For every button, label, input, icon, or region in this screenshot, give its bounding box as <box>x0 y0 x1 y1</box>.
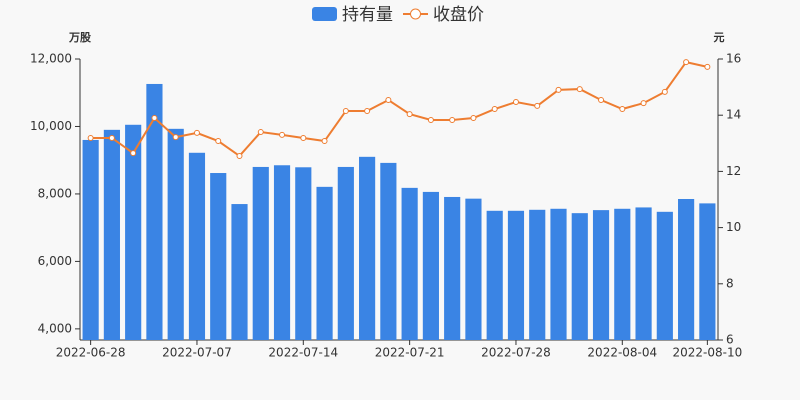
price-point <box>215 138 222 145</box>
x-tick-label: 2022-08-10 <box>672 346 742 360</box>
legend-label: 持有量 <box>342 5 393 25</box>
price-point <box>534 102 541 109</box>
bar <box>529 209 546 340</box>
price-point <box>598 97 605 104</box>
price-point <box>449 116 456 123</box>
bar <box>592 210 610 340</box>
price-point <box>130 150 137 157</box>
price-point <box>470 115 477 122</box>
price-point <box>342 107 349 114</box>
bar <box>231 204 248 340</box>
bar <box>146 83 163 341</box>
price-point <box>300 134 307 141</box>
x-tick-label: 2022-07-21 <box>375 346 445 360</box>
y2-tick-label: 6 <box>726 333 734 347</box>
bar <box>380 162 397 340</box>
price-point <box>257 129 264 136</box>
price-point <box>683 59 690 66</box>
price-point <box>427 116 434 123</box>
y2-tick-label: 8 <box>726 276 734 290</box>
price-point <box>619 106 626 113</box>
y2-tick-label: 16 <box>726 52 741 66</box>
price-point <box>151 115 158 122</box>
bar <box>167 128 184 340</box>
price-point <box>576 86 583 93</box>
price-point <box>491 106 498 113</box>
y2-tick-label: 12 <box>726 164 741 178</box>
bar <box>465 198 482 340</box>
price-point <box>406 111 413 118</box>
y-tick-label: 12,000 <box>30 52 72 66</box>
bar <box>571 213 588 340</box>
y-axis-label: 万股 <box>68 31 92 44</box>
bar <box>635 207 652 340</box>
price-point <box>87 134 94 141</box>
x-tick-label: 2022-07-07 <box>162 346 232 360</box>
price-point <box>172 134 179 141</box>
price-point <box>661 88 668 95</box>
price-point <box>279 131 286 138</box>
price-line <box>90 60 708 158</box>
bar <box>316 186 333 340</box>
y2-tick-label: 14 <box>726 108 741 122</box>
bar <box>252 166 269 340</box>
bar <box>656 211 673 340</box>
bar <box>188 152 206 340</box>
price-point <box>704 63 711 70</box>
bar <box>337 166 354 340</box>
price-point <box>364 107 371 114</box>
y2-tick-label: 10 <box>726 220 741 234</box>
price-point <box>108 134 115 141</box>
bar <box>444 196 461 340</box>
price-point <box>555 86 562 93</box>
price-point <box>512 98 519 105</box>
bar <box>678 198 695 340</box>
legend-swatch <box>410 8 421 20</box>
bar <box>507 210 525 340</box>
bar <box>210 173 227 340</box>
y-tick-label: 6,000 <box>38 254 72 268</box>
bar <box>359 156 376 340</box>
legend-swatch <box>312 7 337 21</box>
bar <box>82 139 99 340</box>
bar <box>422 191 439 340</box>
price-point <box>321 138 328 145</box>
bar <box>401 187 418 340</box>
price-point <box>236 152 243 159</box>
bar <box>486 210 503 340</box>
x-tick-label: 2022-07-14 <box>268 346 338 360</box>
price-point <box>385 97 392 104</box>
y-tick-label: 8,000 <box>38 186 72 200</box>
bar <box>273 165 291 340</box>
y-tick-label: 4,000 <box>38 321 72 335</box>
bar <box>614 208 631 340</box>
x-tick-label: 2022-08-04 <box>587 346 657 360</box>
legend-label: 收盘价 <box>433 5 484 25</box>
bar <box>699 203 716 340</box>
bar <box>103 129 120 340</box>
y-tick-label: 10,000 <box>30 119 72 133</box>
x-tick-label: 2022-07-28 <box>481 346 551 360</box>
y2-axis-label: 元 <box>714 31 725 44</box>
price-point <box>193 129 200 136</box>
bar <box>125 124 142 341</box>
bar <box>550 208 567 340</box>
bar <box>295 167 312 340</box>
price-point <box>640 100 647 107</box>
x-tick-label: 2022-06-28 <box>56 346 126 360</box>
